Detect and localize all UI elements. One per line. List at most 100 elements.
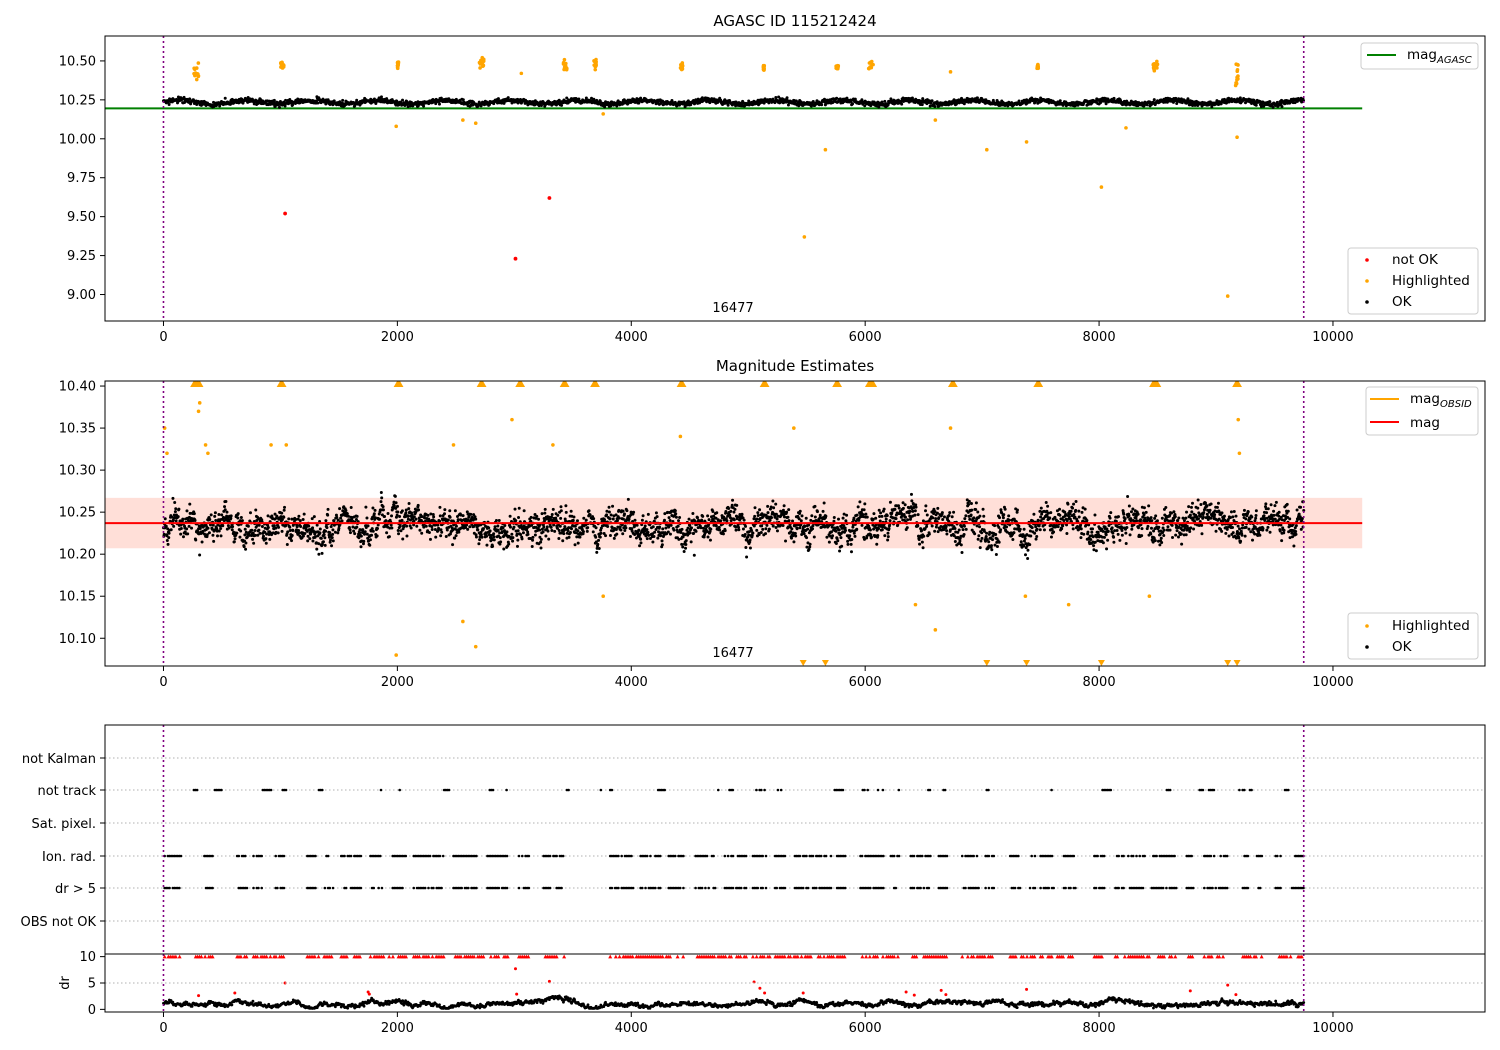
ok-point xyxy=(166,542,170,546)
ok-point xyxy=(608,517,612,521)
highlighted-point xyxy=(461,118,465,122)
ok-point xyxy=(588,513,592,517)
ok-point xyxy=(386,511,390,515)
ok-point xyxy=(480,535,484,539)
ok-point xyxy=(330,536,334,540)
ok-point xyxy=(781,524,785,528)
highlighted-point xyxy=(835,66,839,71)
ok-point xyxy=(260,525,264,529)
ok-point xyxy=(731,498,735,502)
ok-point xyxy=(927,532,931,536)
ok-point xyxy=(427,531,431,535)
ok-point xyxy=(906,518,910,522)
ok-point xyxy=(436,523,440,527)
ok-point xyxy=(530,544,534,548)
ok-point xyxy=(824,514,828,518)
ok-point xyxy=(242,545,246,549)
ok-point xyxy=(1268,100,1272,104)
highlighted-point xyxy=(192,67,197,72)
legend-ok-marker xyxy=(1365,300,1369,304)
ok-point xyxy=(914,505,918,509)
ok-point xyxy=(786,103,790,107)
ok-point xyxy=(223,505,227,509)
ok-point xyxy=(272,524,276,528)
ok-point xyxy=(390,514,394,518)
ok-point xyxy=(785,96,789,100)
highlighted-point xyxy=(473,121,478,126)
ok-point xyxy=(774,502,778,506)
ok-point xyxy=(909,492,913,496)
ok-point xyxy=(741,527,745,531)
ok-point xyxy=(745,555,749,559)
ok-point xyxy=(584,96,588,100)
ok-point xyxy=(869,535,873,539)
ok-point xyxy=(379,490,383,494)
ok-point xyxy=(910,499,914,503)
ok-point xyxy=(229,514,233,518)
ok-point xyxy=(940,511,944,515)
ok-point xyxy=(708,538,712,542)
highlighted-point xyxy=(564,67,569,72)
ok-point xyxy=(443,512,447,516)
ok-point xyxy=(370,533,374,537)
x-tick-label: 6000 xyxy=(849,330,882,345)
ok-point xyxy=(283,505,287,509)
ok-point xyxy=(224,499,228,503)
ok-point xyxy=(941,517,945,521)
ok-point xyxy=(901,506,905,510)
ok-point xyxy=(884,517,888,521)
ok-point xyxy=(832,516,836,520)
ok-point xyxy=(167,536,171,540)
ok-point xyxy=(727,506,731,510)
ok-point xyxy=(821,509,825,513)
ok-point xyxy=(609,513,613,517)
highlighted-point xyxy=(592,59,597,64)
ok-point xyxy=(331,532,335,536)
ok-point xyxy=(469,512,473,516)
ok-point xyxy=(564,510,568,514)
ok-point xyxy=(659,534,663,538)
ok-point xyxy=(414,517,418,521)
ok-point xyxy=(948,511,952,515)
ok-point xyxy=(481,527,485,531)
ok-point xyxy=(876,533,880,537)
ok-point xyxy=(174,507,178,511)
panel-agasc: AGASC ID 115212424 9.009.259.509.7510.00… xyxy=(59,12,1486,345)
highlighted-point xyxy=(1124,126,1128,130)
ok-point xyxy=(877,527,881,531)
ok-point xyxy=(393,494,397,498)
highlighted-point xyxy=(1154,63,1159,68)
ok-point xyxy=(192,512,196,516)
ok-point xyxy=(751,531,755,535)
ok-point xyxy=(756,514,760,518)
ok-point xyxy=(612,536,616,540)
ok-point xyxy=(690,526,693,530)
ok-point xyxy=(494,518,498,522)
ok-point xyxy=(953,540,957,544)
ok-point xyxy=(466,527,470,531)
ok-point xyxy=(968,517,972,521)
ok-point xyxy=(755,517,759,521)
ok-point xyxy=(597,546,601,550)
ok-point xyxy=(573,543,577,547)
ok-point xyxy=(715,511,719,515)
ok-point xyxy=(813,515,817,519)
ok-point xyxy=(693,519,697,523)
ok-point xyxy=(661,527,665,531)
ok-point xyxy=(520,537,524,541)
ok-point xyxy=(324,102,328,106)
ok-point xyxy=(607,510,611,514)
ok-point xyxy=(264,537,268,541)
ok-point xyxy=(306,534,310,538)
ok-point xyxy=(784,539,788,543)
ok-point xyxy=(512,525,516,529)
ok-point xyxy=(827,540,831,544)
ok-point xyxy=(444,535,448,539)
ok-point xyxy=(732,510,736,514)
ok-point xyxy=(795,527,799,531)
ok-point xyxy=(852,516,856,520)
ok-point xyxy=(209,513,213,517)
y-tick-label: 10.00 xyxy=(59,132,96,147)
ok-point xyxy=(678,516,682,520)
ok-point xyxy=(311,539,315,543)
